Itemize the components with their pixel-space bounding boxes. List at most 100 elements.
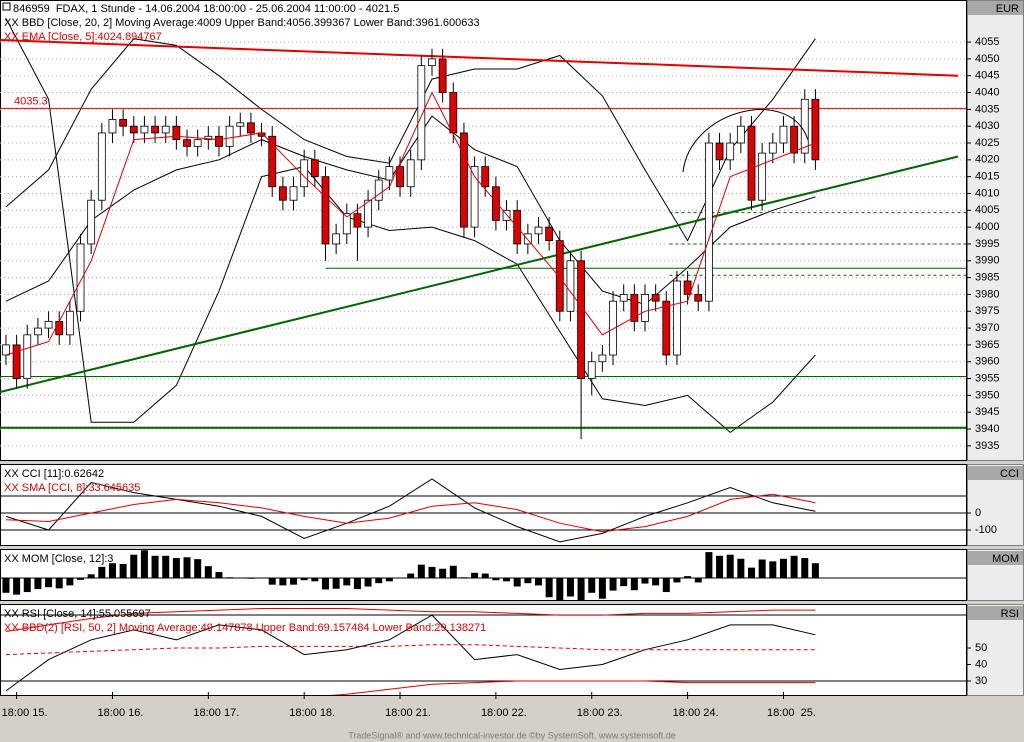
candle-body: [598, 354, 607, 363]
legend-entry: XX SMA [CCI, 8]:33.645635: [4, 482, 140, 494]
candle-body: [417, 65, 426, 161]
y-tick-label: 3980: [975, 288, 999, 300]
mom-bar: [321, 577, 329, 590]
axis-label: MOM: [992, 553, 1019, 565]
y-tick-label: 40: [975, 658, 987, 670]
mom-bar: [577, 577, 585, 600]
mom-bar: [343, 577, 351, 586]
y-tick-label: 4015: [975, 171, 999, 183]
mom-bar: [694, 577, 702, 583]
mom-bar: [364, 577, 372, 587]
axis-label: RSI: [1001, 608, 1019, 620]
mom-bar: [652, 577, 660, 586]
band-line: [5, 644, 816, 656]
candle-body: [630, 294, 639, 322]
mom-bar: [716, 555, 724, 578]
mom-bar: [2, 577, 10, 593]
candle-body: [364, 199, 372, 228]
candle-body: [534, 226, 543, 235]
y-tick-label: 0: [975, 507, 981, 519]
band-line: [5, 18, 816, 434]
band-line: [5, 38, 816, 242]
y-tick-label: 4030: [975, 120, 999, 132]
candle-body: [704, 142, 713, 302]
series-line: [5, 614, 816, 692]
candle-body: [715, 142, 724, 161]
candle-body: [577, 260, 585, 379]
candle-body: [268, 135, 277, 188]
y-tick-label: 4020: [975, 154, 999, 166]
mom-bar: [290, 577, 298, 585]
candle-body: [406, 159, 415, 188]
candle-body: [151, 125, 159, 134]
x-tick-label: 18:00 15.: [2, 707, 48, 719]
candle-body: [428, 58, 436, 67]
y-tick-label: 3940: [975, 423, 999, 435]
x-axis-area: [0, 697, 1024, 725]
candle-body: [641, 294, 649, 322]
candle-body: [225, 125, 234, 147]
axis-label-box: [968, 466, 1023, 480]
mom-bar: [279, 577, 287, 586]
candle-body: [800, 98, 809, 154]
level-label: 4035.3: [14, 95, 48, 107]
x-tick-label: 18:00 23.: [577, 707, 623, 719]
candle-body: [310, 159, 319, 178]
band-line: [329, 680, 816, 695]
mom-bar: [726, 554, 734, 578]
mom-bar: [77, 577, 85, 580]
candle-body: [481, 166, 490, 188]
candle-body: [523, 233, 532, 245]
mom-bar: [449, 565, 457, 578]
series-line: [5, 478, 816, 543]
y-tick-label: 4025: [975, 137, 999, 149]
mom-bar: [566, 577, 574, 597]
candle-body: [332, 233, 341, 245]
candle-body: [662, 300, 671, 356]
mom-bar: [162, 555, 170, 578]
candle-body: [2, 344, 10, 356]
candle-body: [651, 294, 660, 302]
mom-bar: [641, 577, 649, 584]
candle-body: [470, 166, 479, 228]
x-tick-label: 18:00 17.: [193, 707, 239, 719]
y-tick-label: 3960: [975, 356, 999, 368]
candle-body: [76, 243, 85, 312]
candle-body: [321, 176, 330, 245]
x-tick-label: 18:00 16.: [98, 707, 144, 719]
legend-entry: XX RSI [Close, 14]:55.055697: [4, 608, 151, 620]
y-tick-label: 4000: [975, 221, 999, 233]
candle-body: [758, 152, 767, 201]
mom-bar: [98, 566, 106, 578]
y-tick-label: 4040: [975, 86, 999, 98]
mom-bar: [705, 552, 713, 578]
chart-title: 846959 FDAX, 1 Stunde - 14.06.2004 18:00…: [13, 3, 399, 15]
rsi-plot: [0, 608, 966, 695]
mom-bar: [268, 577, 276, 585]
mom-bar: [428, 566, 436, 578]
candle-body: [342, 213, 351, 235]
mom-bar: [790, 555, 798, 578]
candle-body: [278, 186, 287, 201]
candle-body: [183, 139, 191, 147]
y-tick-label: 4005: [975, 204, 999, 216]
y-tick-label: 3945: [975, 406, 999, 418]
y-tick-label: 30: [975, 675, 987, 687]
mom-bar: [492, 577, 500, 581]
mom-bar: [609, 577, 617, 591]
mom-bar: [311, 577, 319, 582]
candle-body: [44, 320, 53, 329]
candle-body: [353, 213, 362, 228]
mom-bar: [66, 577, 74, 586]
candle-body: [449, 92, 458, 134]
candle-body: [108, 119, 117, 134]
trend-line: [0, 39, 959, 77]
mom-bar: [34, 577, 42, 590]
candle-body: [811, 98, 820, 161]
y-tick-label: 50: [975, 642, 987, 654]
candle-body: [396, 166, 404, 188]
mom-bar: [481, 573, 489, 578]
mom-bar: [375, 577, 383, 584]
y-tick-label: 3985: [975, 272, 999, 284]
y-tick-label: -100: [975, 524, 997, 536]
